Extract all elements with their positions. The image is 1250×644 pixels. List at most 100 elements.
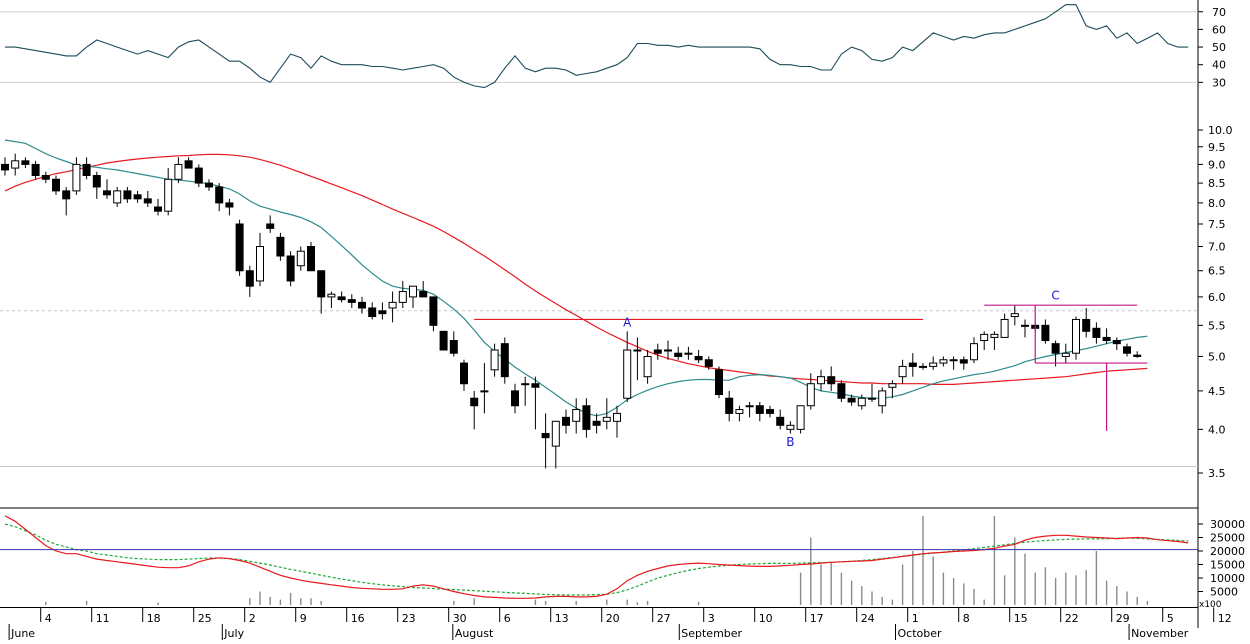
candle-body-up (735, 409, 744, 414)
candle-body-up (613, 412, 621, 422)
volume-bar (279, 599, 282, 605)
x-tick-label: 23 (402, 612, 416, 625)
volume-bar (697, 601, 700, 605)
candle-body-down (562, 416, 570, 426)
candlestick (1, 157, 9, 176)
candlestick (582, 398, 591, 438)
candle-body-down (531, 383, 540, 388)
volume-bar (1024, 553, 1026, 605)
volume-y-tick-label: 20000 (1210, 545, 1245, 558)
candlestick (52, 175, 60, 195)
volume-bar (626, 599, 628, 605)
candle-body-up (868, 397, 876, 400)
x-tick-label: 8 (963, 612, 970, 625)
volume-bar (912, 551, 914, 605)
price-y-tick-label: 8.5 (1208, 177, 1226, 190)
candle-body-up (1061, 352, 1070, 357)
candlestick (990, 331, 999, 350)
x-tick-label: 15 (1014, 612, 1028, 625)
candlestick (847, 394, 856, 406)
candlestick (592, 413, 601, 434)
candle-body-down (358, 301, 366, 309)
volume-y-tick-label: 5000 (1210, 586, 1238, 599)
candlestick (245, 265, 254, 297)
annotation-label-a: A (623, 316, 632, 330)
volume-bar (45, 601, 47, 605)
volume-bar (1075, 575, 1077, 605)
month-label: October (898, 627, 942, 640)
candlestick (1000, 313, 1009, 338)
price-y-tick-label: 9.0 (1208, 158, 1226, 171)
candle-body-up (796, 405, 805, 430)
candlestick (1092, 322, 1101, 344)
candle-body-down (847, 397, 856, 403)
candlestick (235, 219, 244, 276)
volume-bar (269, 596, 271, 605)
oscillator-y-tick-label: 30 (1212, 76, 1226, 89)
candlestick (439, 330, 448, 351)
oscillator-y-tick-label: 50 (1212, 41, 1226, 54)
candle-body-down (235, 223, 244, 272)
candle-body-down (1082, 318, 1091, 332)
volume-bar (1085, 569, 1087, 605)
candlestick (888, 380, 897, 399)
candle-body-up (174, 163, 183, 180)
candle-body-up (113, 190, 122, 204)
month-label: July (223, 627, 244, 640)
oscillator-y-tick-label: 40 (1212, 59, 1226, 72)
volume-bar (534, 599, 537, 605)
x-tick-label: 13 (555, 612, 569, 625)
candlestick (817, 369, 825, 391)
volume-scale-note: x100 (1199, 600, 1222, 610)
candle-body-down (1133, 354, 1142, 357)
candle-body-down (674, 352, 683, 357)
candlestick (786, 421, 795, 434)
volume-average-slow-line (4, 523, 1189, 596)
candle-body-up (11, 160, 20, 169)
volume-bar (646, 600, 649, 605)
candlestick (1041, 319, 1050, 344)
candlestick (194, 164, 203, 187)
candle-body-down (194, 167, 203, 184)
candlestick (368, 302, 377, 320)
price-y-tick-label: 8.0 (1208, 197, 1226, 210)
candlestick (980, 331, 989, 350)
candlestick (317, 270, 326, 314)
candle-body-up (388, 301, 397, 309)
price-y-tick-label: 6.0 (1208, 291, 1226, 304)
candle-body-up (521, 383, 530, 386)
volume-bar (1014, 537, 1016, 605)
candlestick (1072, 316, 1080, 360)
candle-body-down (419, 290, 428, 298)
candlestick (908, 353, 917, 377)
volume-bar (453, 600, 455, 605)
x-tick-label: 18 (147, 612, 161, 625)
volume-bar (820, 564, 822, 605)
candle-body-down (103, 190, 111, 196)
candle-body-up (1000, 318, 1009, 338)
candle-body-up (684, 352, 693, 355)
candle-body-down (92, 174, 101, 188)
candlestick (949, 356, 958, 370)
candle-body-down (266, 223, 275, 229)
candlestick (613, 405, 621, 438)
candle-body-up (256, 246, 264, 282)
x-tick-label: 5 (1167, 612, 1174, 625)
candlestick (358, 296, 366, 314)
x-tick-label: 25 (198, 612, 212, 625)
candle-body-up (409, 285, 417, 298)
candlestick (184, 157, 193, 169)
candlestick (562, 409, 570, 434)
candlestick (327, 291, 336, 308)
candle-body-down (725, 397, 734, 414)
volume-bar (901, 564, 904, 605)
candlestick (1112, 337, 1121, 350)
candle-body-down (1092, 327, 1101, 338)
price-y-tick-label: 9.5 (1208, 141, 1226, 154)
candle-body-down (755, 405, 764, 414)
candlestick (735, 405, 744, 422)
candle-body-down (827, 376, 836, 385)
price-y-tick-label: 7.0 (1208, 241, 1226, 254)
x-tick-label: 6 (504, 612, 511, 625)
candle-body-up (970, 343, 978, 361)
